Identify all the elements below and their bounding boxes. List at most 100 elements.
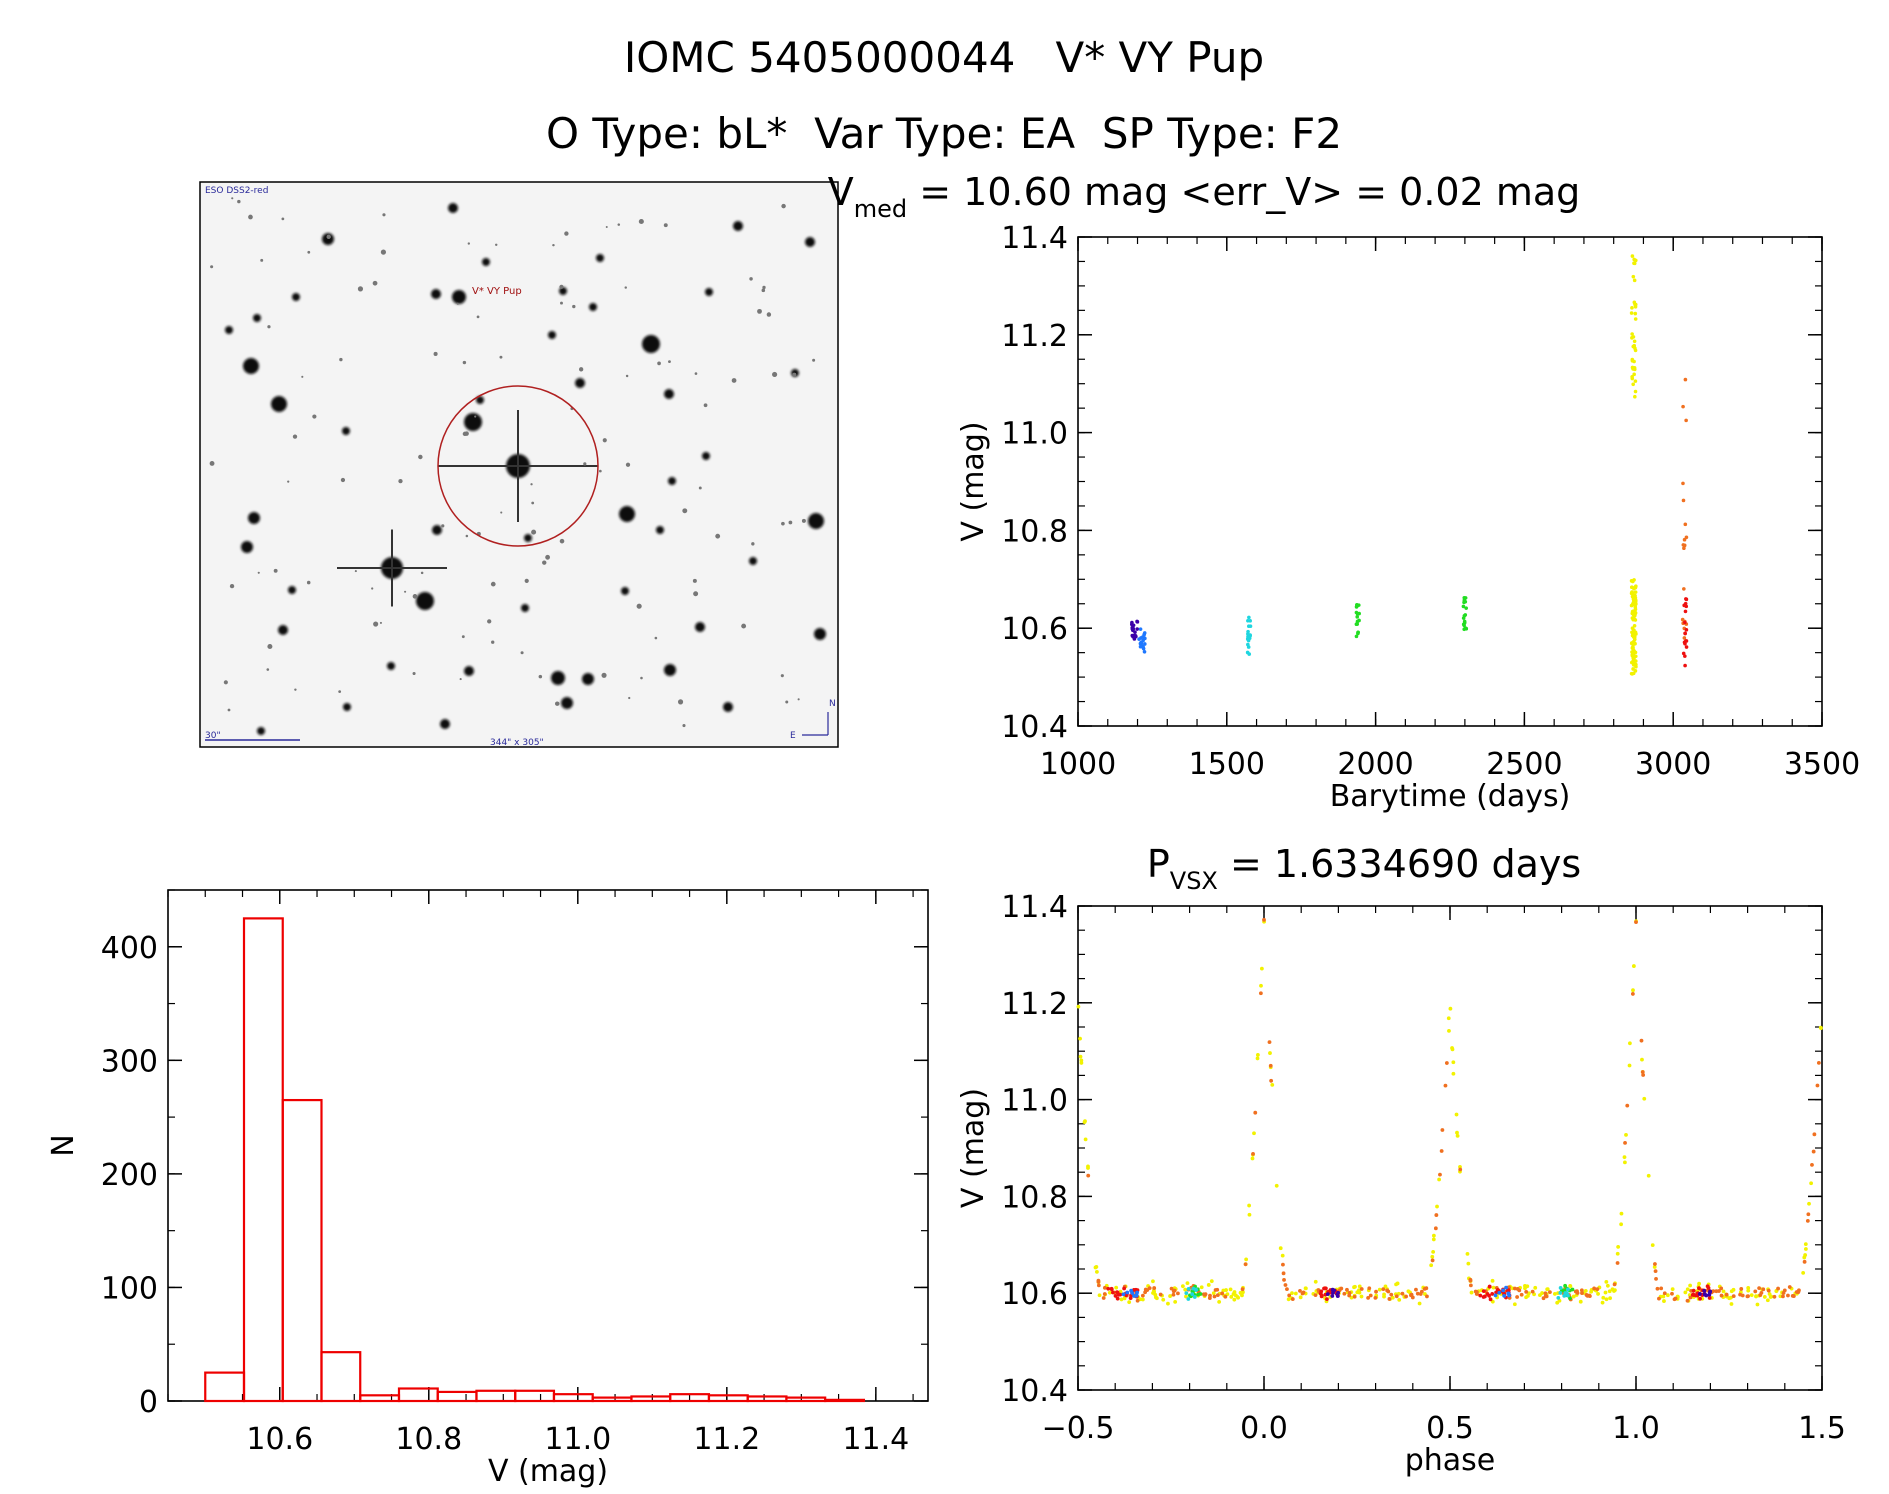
- lightcurve-point: [1683, 609, 1688, 614]
- finder-faint-star: [499, 355, 503, 359]
- phase-point: [1390, 1295, 1395, 1300]
- y-tick-label: 10.4: [1001, 710, 1068, 745]
- finder-star: [733, 221, 743, 231]
- phase-point: [1143, 1290, 1148, 1295]
- lightcurve-point: [1631, 335, 1636, 339]
- histogram-bar: [552, 1393, 594, 1403]
- lightcurve-point: [1142, 649, 1147, 654]
- finder-faint-star: [657, 361, 661, 366]
- phase-point: [1319, 1289, 1324, 1294]
- finder-faint-star: [741, 623, 747, 629]
- lightcurve-point: [1464, 606, 1468, 610]
- finder-faint-star: [542, 560, 547, 565]
- phase-point: [1558, 1291, 1563, 1295]
- phase-point: [1215, 1287, 1220, 1292]
- phase-point: [1469, 1290, 1474, 1295]
- finder-faint-star: [490, 581, 496, 587]
- lightcurve-point: [1630, 332, 1634, 336]
- lightcurve-point: [1462, 595, 1467, 600]
- phase-point: [1662, 1299, 1666, 1303]
- phase-point: [1211, 1291, 1216, 1296]
- lightcurve-point: [1682, 636, 1687, 640]
- phase-point: [1122, 1296, 1127, 1301]
- lightcurve-point: [1633, 311, 1638, 316]
- y-tick-label: 11.4: [1001, 890, 1068, 925]
- phase-point: [1698, 1296, 1702, 1301]
- phase-point: [1809, 1181, 1814, 1186]
- finder-faint-star: [530, 483, 533, 486]
- finder-faint-star: [694, 372, 698, 375]
- lightcurve-point: [1682, 587, 1686, 591]
- lightcurve-point: [1681, 498, 1686, 503]
- y-tick-label: 11.0: [1001, 417, 1068, 452]
- lightcurve-point: [1631, 609, 1636, 613]
- finder-faint-star: [781, 521, 785, 526]
- phase-point: [1268, 1063, 1273, 1068]
- finder-star: [656, 526, 664, 534]
- y-tick-label: 10.6: [1001, 1277, 1068, 1312]
- finder-faint-star: [668, 360, 671, 364]
- y-tick-label: 10.4: [1001, 1374, 1068, 1409]
- finder-faint-star: [698, 486, 702, 490]
- histogram-bar: [359, 1394, 401, 1403]
- phase-title-rest: = 1.6334690 days: [1218, 842, 1581, 886]
- phase-point: [1697, 1281, 1701, 1286]
- finder-star: [225, 326, 233, 334]
- lightcurve-point: [1632, 278, 1637, 283]
- phase-point: [1640, 1057, 1644, 1062]
- phase-point: [1231, 1292, 1236, 1296]
- finder-faint-star: [456, 302, 459, 305]
- phase-point: [1429, 1263, 1434, 1268]
- finder-faint-star: [476, 315, 480, 319]
- phase-point: [1474, 1292, 1479, 1296]
- phase-point: [1093, 1265, 1098, 1270]
- phase-point: [1803, 1242, 1808, 1247]
- north-label: N: [829, 699, 836, 709]
- phase-point: [1766, 1288, 1771, 1293]
- phase-point: [1627, 1063, 1632, 1068]
- lightcurve-point: [1247, 615, 1251, 620]
- phase-point: [1217, 1299, 1222, 1304]
- finder-star: [387, 662, 395, 670]
- phase-point: [1634, 920, 1638, 925]
- phase-point: [1422, 1286, 1427, 1291]
- phase-point: [1220, 1291, 1225, 1296]
- phase-point: [1670, 1291, 1674, 1296]
- phase-point: [1540, 1291, 1544, 1295]
- phase-point: [1430, 1258, 1435, 1263]
- phase-point: [1607, 1289, 1612, 1294]
- lightcurve-point: [1681, 543, 1686, 547]
- phase-point: [1169, 1286, 1174, 1291]
- finder-faint-star: [465, 534, 469, 538]
- phase-point: [1342, 1291, 1347, 1296]
- phase-point: [1466, 1261, 1471, 1266]
- lightcurve-title-sub: med: [854, 195, 907, 223]
- plot-frame: [1077, 905, 1823, 1391]
- x-tick-label: 10.6: [246, 1422, 313, 1457]
- lightcurve-point: [1630, 254, 1635, 258]
- finder-star: [464, 666, 474, 676]
- x-tick-label: 11.0: [544, 1422, 611, 1457]
- phase-point: [1253, 1110, 1258, 1115]
- finder-star: [416, 592, 434, 610]
- finder-faint-star: [812, 358, 816, 362]
- east-label: E: [790, 731, 796, 741]
- finder-faint-star: [382, 213, 386, 217]
- phase-point: [1691, 1288, 1696, 1293]
- finder-faint-star: [601, 672, 607, 678]
- phase-point: [1592, 1286, 1597, 1291]
- lightcurve-point: [1135, 620, 1140, 624]
- finder-faint-star: [380, 249, 387, 255]
- phase-point: [1184, 1291, 1189, 1296]
- finder-star: [702, 452, 710, 460]
- finder-faint-star: [654, 636, 658, 640]
- lightcurve-point: [1354, 622, 1359, 627]
- phase-point: [1616, 1244, 1621, 1249]
- finder-faint-star: [583, 462, 587, 466]
- phase-point: [1389, 1292, 1394, 1297]
- finder-faint-star: [412, 671, 416, 676]
- phase-point: [1086, 1166, 1090, 1170]
- phase-point: [1652, 1265, 1657, 1269]
- finder-faint-star: [398, 479, 403, 484]
- phase-point: [1330, 1294, 1335, 1298]
